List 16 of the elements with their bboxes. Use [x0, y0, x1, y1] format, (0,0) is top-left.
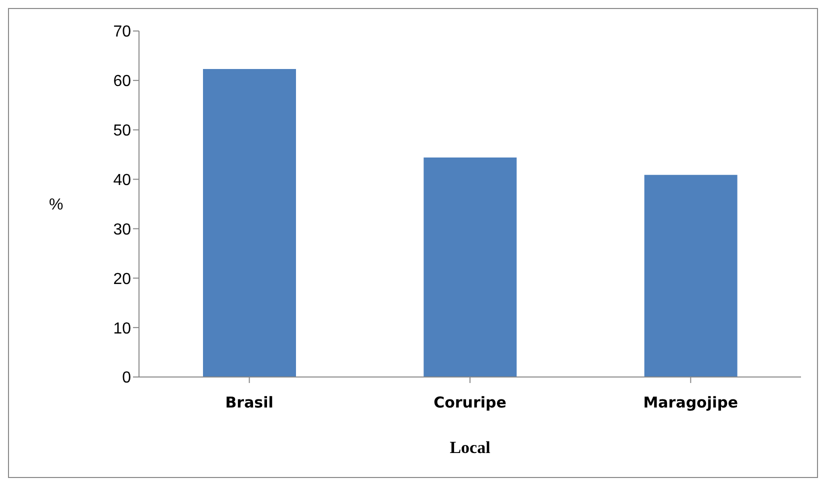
x-tick-label: Brasil	[225, 394, 274, 412]
y-tick-label: 40	[113, 172, 132, 189]
y-tick-label: 10	[113, 320, 132, 338]
y-tick-label: 50	[113, 122, 132, 140]
y-axis-title: %	[49, 196, 64, 214]
bar	[424, 158, 517, 377]
y-tick-label: 0	[122, 370, 132, 387]
x-axis-title: Local	[450, 438, 491, 457]
bar	[202, 69, 296, 377]
x-tick-label: Maragojipe	[643, 394, 738, 412]
y-tick-label: 70	[113, 24, 132, 41]
y-tick-label: 30	[113, 221, 132, 238]
y-tick-label: 60	[113, 73, 132, 90]
bar	[644, 174, 738, 377]
x-tick-label: Coruripe	[434, 394, 506, 412]
y-tick-label: 20	[113, 270, 132, 288]
